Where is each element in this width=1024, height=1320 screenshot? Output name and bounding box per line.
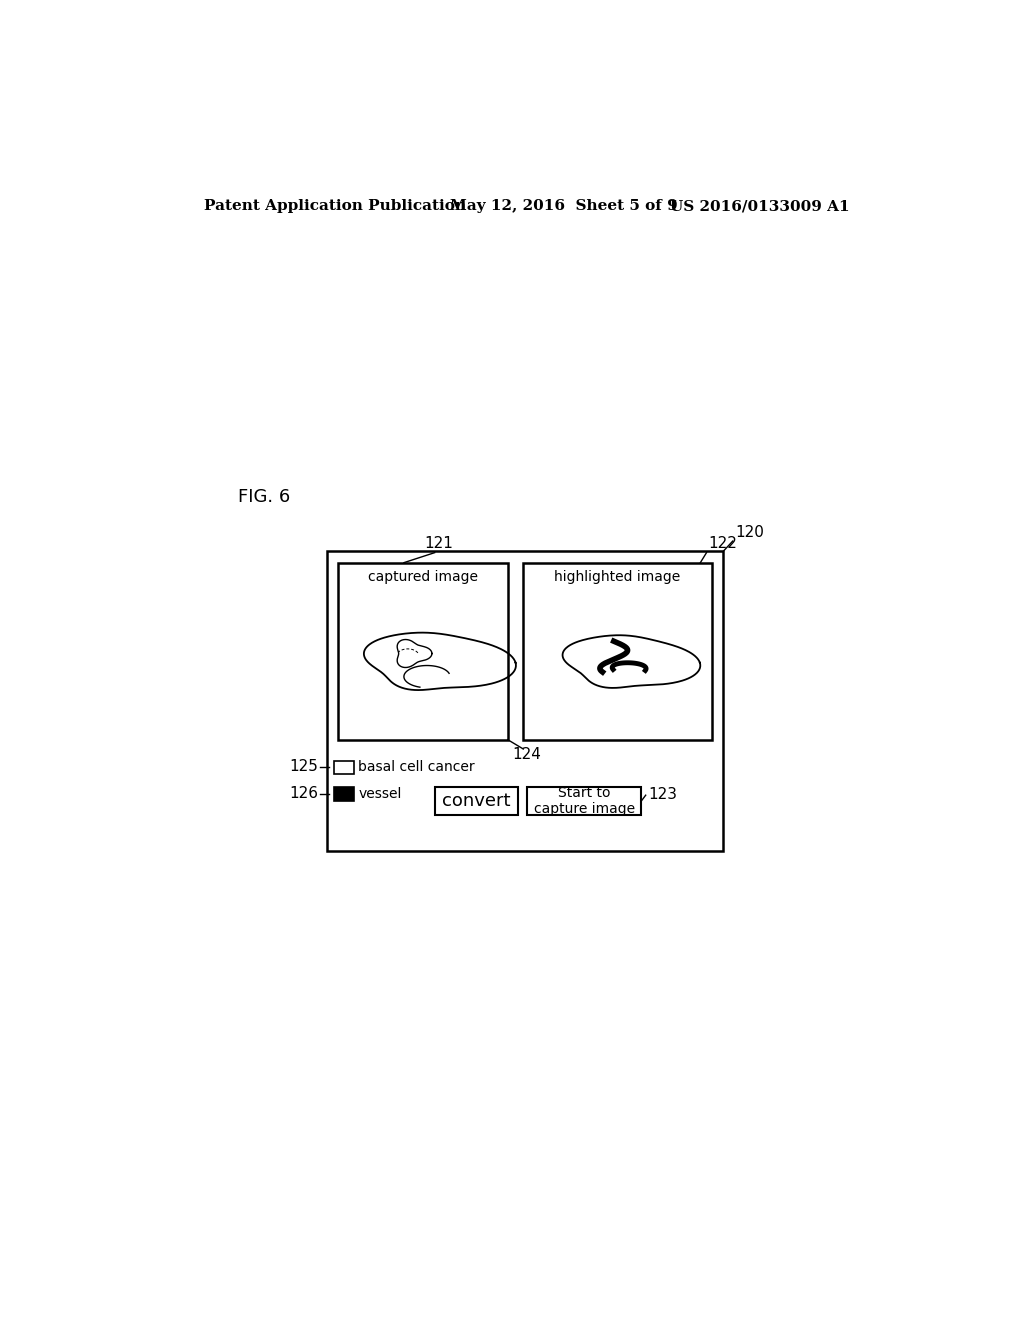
Text: US 2016/0133009 A1: US 2016/0133009 A1 [670,199,849,213]
Text: convert: convert [442,792,511,810]
Text: highlighted image: highlighted image [554,569,681,583]
Text: 125: 125 [290,759,318,775]
Text: basal cell cancer: basal cell cancer [358,760,475,775]
Text: May 12, 2016  Sheet 5 of 9: May 12, 2016 Sheet 5 of 9 [451,199,678,213]
Text: 120: 120 [735,524,764,540]
Text: FIG. 6: FIG. 6 [239,488,291,506]
Text: vessel: vessel [358,788,401,801]
Bar [334,788,354,801]
Text: 121: 121 [424,536,453,552]
Text: Start to
capture image: Start to capture image [534,787,635,817]
Bar [523,562,712,739]
Bar [435,788,518,816]
Bar [339,562,508,739]
Text: 126: 126 [290,787,318,801]
Text: 124: 124 [513,747,542,763]
Bar [327,552,724,851]
Text: 123: 123 [648,787,677,803]
Bar [527,788,641,816]
Text: Patent Application Publication: Patent Application Publication [204,199,466,213]
Text: captured image: captured image [369,569,478,583]
Text: 122: 122 [708,536,737,552]
Bar [334,760,354,775]
